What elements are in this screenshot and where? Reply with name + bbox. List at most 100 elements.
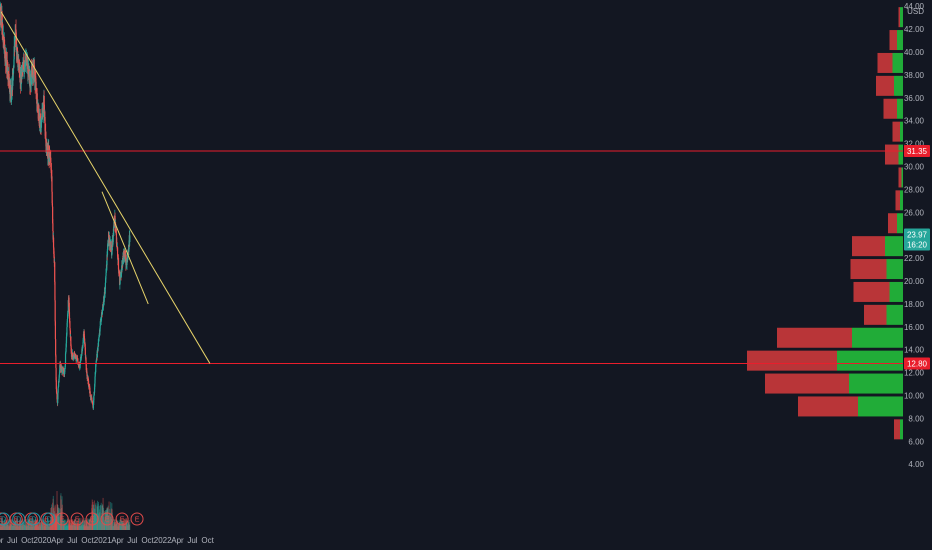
dividend-marker (12, 512, 26, 526)
volume-bar (72, 519, 74, 530)
time-axis[interactable]: AprJulOct2020AprJulOct2021AprJulOct2022A… (0, 536, 215, 545)
volume-profile-up-bar (901, 167, 903, 188)
price-axis[interactable]: USD 4.00 6.00 8.00 10.00 12.00 14.00 16.00 18.0… (904, 0, 925, 469)
volume-bar (120, 526, 122, 530)
candle-body (66, 327, 68, 335)
volume-bar (122, 518, 124, 530)
candle-body (93, 395, 95, 401)
volume-bar (57, 507, 59, 530)
volume-bar (94, 513, 96, 530)
volume-bar (22, 524, 24, 530)
volume-bar (77, 523, 79, 530)
volume-bar (95, 514, 97, 530)
volume-bar (94, 508, 96, 530)
current-price-label: 23.97 (907, 231, 928, 240)
volume-bar (4, 526, 6, 530)
volume-bar (38, 526, 40, 530)
volume-bar (39, 522, 41, 530)
volume-bar (106, 512, 108, 530)
volume-bar (88, 519, 90, 530)
volume-bar (118, 524, 120, 530)
volume-bar (111, 509, 113, 530)
volume-profile-down-bar (892, 121, 900, 142)
volume-bar (44, 526, 46, 530)
volume-bar (36, 524, 38, 530)
candle-body (80, 355, 83, 358)
volume-bar (20, 525, 22, 530)
volume-bar (58, 516, 60, 530)
volume-bar (77, 522, 79, 530)
volume-bar (65, 520, 67, 530)
candle-body (103, 298, 105, 302)
volume-profile-down-bar (888, 213, 897, 234)
volume-bar (58, 507, 60, 530)
volume-bar (114, 519, 116, 530)
volume-bar (6, 520, 8, 530)
volume-bar (41, 520, 43, 530)
volume-bar (83, 524, 85, 530)
volume-bar (7, 524, 9, 530)
volume-bar (87, 522, 89, 530)
volume-bar (39, 521, 41, 530)
candle-body (54, 321, 57, 340)
horizontal-levels[interactable] (0, 150, 903, 364)
volume-bar (106, 508, 108, 530)
volume-bar (15, 525, 17, 530)
x-tick-label: Apr (171, 536, 184, 545)
volume-bar (34, 525, 36, 530)
volume-bar (96, 513, 98, 530)
candle-body (39, 115, 41, 122)
volume-bar (113, 521, 115, 530)
candle-body (69, 328, 71, 331)
candle-body (65, 352, 67, 354)
volume-bar (112, 525, 114, 530)
volume-bar (81, 524, 83, 530)
x-tick-label: Apr (0, 536, 4, 545)
volume-bar (4, 524, 6, 530)
candle-body (89, 391, 91, 396)
volume-bar (74, 525, 76, 530)
volume-bar (42, 526, 44, 530)
current-price-tag (904, 228, 930, 251)
volume-bar (82, 520, 84, 530)
currency-label: USD (907, 7, 924, 16)
volume-bar (53, 518, 55, 530)
volume-bar (3, 522, 5, 530)
event-marker-label: E (90, 517, 95, 524)
volume-bar (33, 522, 35, 530)
candle-body (77, 362, 79, 363)
candle-body (15, 32, 17, 39)
event-markers[interactable]: EDEDEDEDEDEEEEEE (0, 512, 144, 526)
volume-profile-up-bar (897, 213, 903, 234)
volume-bar (60, 499, 62, 530)
candle-body (54, 281, 56, 301)
volume-bar (26, 521, 28, 530)
volume-bar (123, 522, 125, 530)
candle-body (85, 357, 87, 365)
candle-body (16, 50, 18, 55)
volume-bar (56, 491, 58, 530)
volume-bar (1, 518, 3, 530)
volume-bar (86, 525, 88, 530)
volume-bar (21, 523, 23, 530)
volume-bar (68, 525, 70, 530)
volume-bar (2, 522, 4, 530)
volume-bar (112, 525, 114, 530)
candle-body (50, 170, 53, 179)
candle-body (129, 235, 131, 243)
candle-body (5, 61, 7, 66)
candle-body (51, 176, 53, 192)
event-marker-label: E (120, 517, 125, 524)
volume-bar (103, 521, 105, 530)
volume-profile-up-bar (898, 144, 903, 165)
candle-body (64, 353, 67, 364)
volume-bar (49, 520, 51, 530)
trendlines[interactable] (0, 11, 211, 364)
volume-bar (117, 522, 119, 530)
dividend-marker (27, 512, 41, 526)
x-tick-label: Oct (201, 536, 214, 545)
volume-bar (15, 526, 17, 530)
volume-bar (85, 520, 87, 530)
